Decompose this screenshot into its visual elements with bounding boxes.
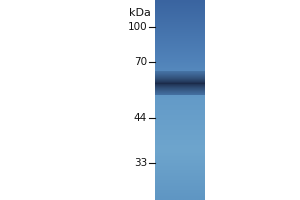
Text: 33: 33 <box>134 158 147 168</box>
Text: kDa: kDa <box>129 8 151 18</box>
Text: 70: 70 <box>134 57 147 67</box>
Text: 44: 44 <box>134 113 147 123</box>
Text: 100: 100 <box>128 22 147 32</box>
